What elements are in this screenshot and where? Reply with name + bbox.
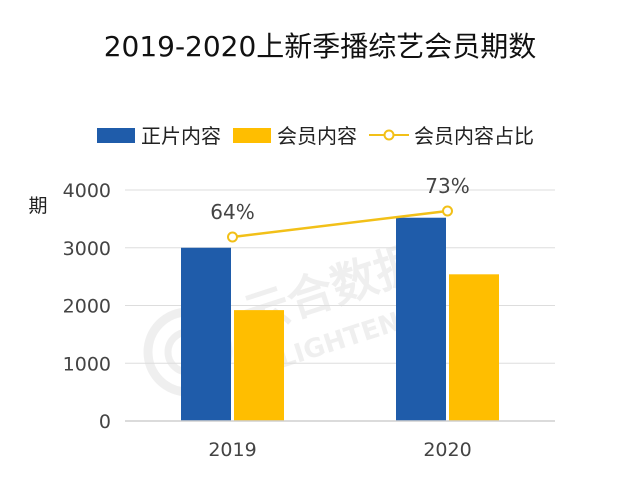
y-axis: 0 1000 2000 3000 4000 xyxy=(63,180,111,433)
ratio-line xyxy=(232,209,448,239)
x-axis: 2019 2020 xyxy=(125,420,555,461)
y-tick-label: 1000 xyxy=(63,353,111,375)
y-tick-label: 0 xyxy=(99,411,111,433)
ratio-point xyxy=(442,205,453,217)
bar-2-2020 xyxy=(449,274,499,421)
legend-label-series-1: 正片内容 xyxy=(141,124,221,148)
y-axis-unit-label: 期 xyxy=(28,195,47,217)
y-tick-label: 4000 xyxy=(63,180,111,202)
x-tick-label: 2019 xyxy=(208,439,256,461)
bar-2-2019 xyxy=(234,310,284,421)
chart-title: 2019-2020上新季播综艺会员期数 xyxy=(104,30,537,63)
y-tick-label: 2000 xyxy=(63,296,111,318)
y-tick-label: 3000 xyxy=(63,238,111,260)
legend-label-series-2: 会员内容 xyxy=(277,124,357,148)
ratio-data-label: 64% xyxy=(210,200,254,224)
bars xyxy=(181,217,499,421)
ratio-data-label: 73% xyxy=(425,174,469,198)
ratio-point xyxy=(227,231,238,243)
legend: 正片内容 会员内容 会员内容占比 xyxy=(97,124,534,148)
ratio-line-series: 64% 73% xyxy=(210,174,470,243)
bar-1-2020 xyxy=(396,217,446,421)
x-tick-label: 2020 xyxy=(423,439,471,461)
legend-swatch-series-2 xyxy=(233,128,271,143)
legend-line-marker xyxy=(383,129,395,141)
legend-swatch-series-1 xyxy=(97,128,135,143)
bar-1-2019 xyxy=(181,247,231,421)
legend-label-line-series: 会员内容占比 xyxy=(414,124,534,148)
